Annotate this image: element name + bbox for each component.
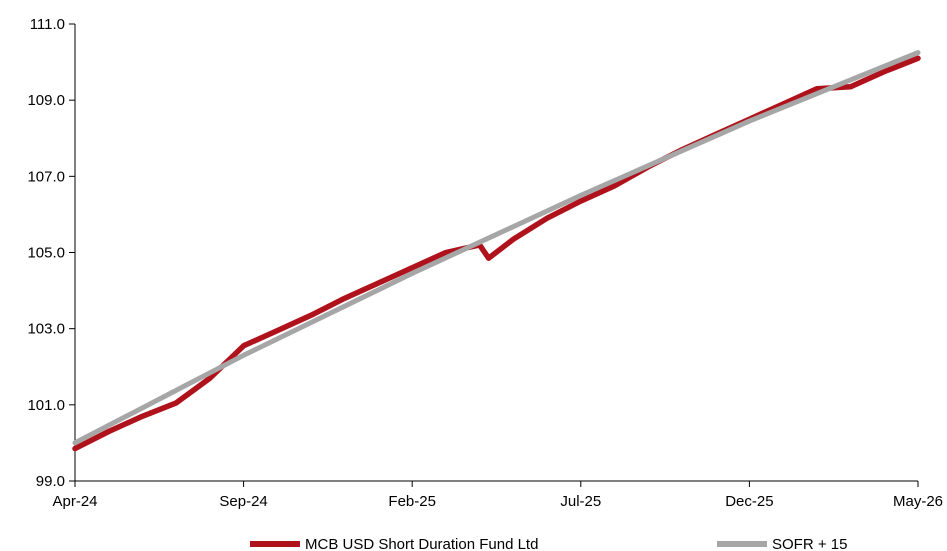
y-tick-label: 107.0 (27, 168, 65, 185)
y-tick-label: 111.0 (30, 16, 65, 33)
legend-item: SOFR + 15 (717, 536, 847, 551)
y-tick-label: 105.0 (27, 245, 65, 262)
series-line-1 (72, 55, 921, 452)
x-tick-label: Feb-25 (388, 493, 436, 510)
series-line-2 (72, 50, 921, 446)
y-tick-label: 99.0 (36, 473, 65, 490)
legend: MCB USD Short Duration Fund Ltd SOFR + 15 (250, 536, 847, 551)
x-tick-label: May-26 (893, 493, 943, 510)
y-tick-label: 103.0 (27, 321, 65, 338)
x-tick-label: Jul-25 (560, 493, 601, 510)
legend-label: MCB USD Short Duration Fund Ltd (305, 536, 538, 551)
x-tick-label: Apr-24 (52, 493, 97, 510)
x-tick-label: Dec-25 (725, 493, 773, 510)
y-tick-label: 101.0 (27, 397, 65, 414)
legend-item: MCB USD Short Duration Fund Ltd (250, 536, 538, 551)
y-tick-label: 109.0 (27, 92, 65, 109)
x-tick-label: Sep-24 (219, 493, 267, 510)
series-layer (72, 50, 921, 452)
y-axis: 99.0 101.0 103.0 105.0 107.0 109.0 111.0 (27, 16, 76, 490)
x-axis: Apr-24 Sep-24 Feb-25 Jul-25 Dec-25 May-26 (52, 480, 943, 510)
legend-label: SOFR + 15 (772, 536, 847, 551)
